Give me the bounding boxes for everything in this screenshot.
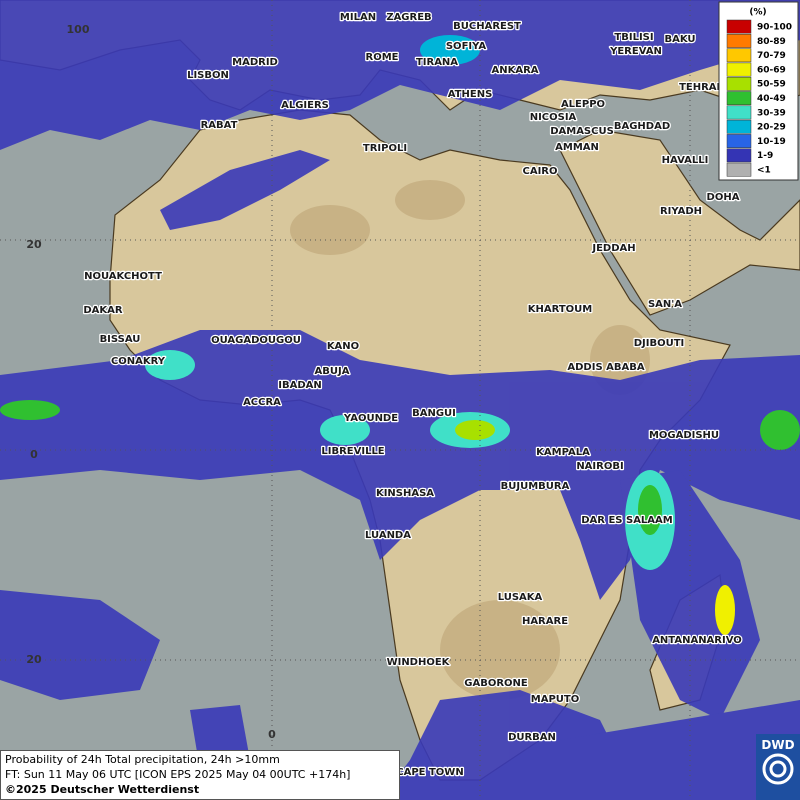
city-label: YEREVAN	[609, 46, 662, 57]
city-label: TEHRAN	[679, 82, 725, 93]
city-label: LIBREVILLE	[321, 446, 384, 457]
city-label: SOFIYA	[446, 41, 487, 52]
legend-swatch	[726, 148, 752, 163]
city-label: HARARE	[522, 616, 568, 627]
legend-label: 70-79	[757, 51, 786, 61]
city-label: DJIBOUTI	[634, 338, 685, 349]
logo-text: DWD	[761, 738, 795, 752]
city-label: ACCRA	[243, 397, 281, 408]
caption: Probability of 24h Total precipitation, …	[0, 750, 400, 800]
city-label: TBILISI	[614, 32, 653, 43]
grid-label: 0	[268, 728, 276, 741]
legend-swatch	[726, 162, 752, 177]
city-label: GABORONE	[464, 678, 528, 689]
city-label: KHARTOUM	[528, 304, 593, 315]
city-label: ALGIERS	[281, 100, 329, 111]
legend-swatch	[726, 134, 752, 148]
caption-line: Probability of 24h Total precipitation, …	[5, 753, 280, 766]
legend-label: 40-49	[757, 94, 786, 104]
city-label: BUJUMBURA	[501, 481, 570, 492]
city-label: JEDDAH	[591, 243, 635, 254]
grid-label: 20	[26, 238, 42, 251]
city-label: IBADAN	[278, 380, 322, 391]
grid-label: 0	[30, 448, 38, 461]
city-label: OUAGADOUGOU	[211, 335, 301, 346]
legend-label: 30-39	[757, 108, 786, 118]
city-label: ALEPPO	[561, 99, 605, 110]
city-label: ANKARA	[491, 65, 538, 76]
city-label: CONAKRY	[111, 356, 166, 367]
city-label: DAKAR	[83, 305, 123, 316]
city-label: AMMAN	[555, 142, 599, 153]
city-label: MILAN	[340, 12, 376, 23]
legend-swatch	[726, 76, 752, 91]
city-label: DOHA	[707, 192, 740, 203]
caption-line: FT: Sun 11 May 06 UTC [ICON EPS 2025 May…	[5, 768, 351, 781]
copyright: ©2025 Deutscher Wetterdienst	[5, 783, 200, 796]
grid-label: 20	[26, 653, 42, 666]
legend-title: (%)	[749, 8, 766, 18]
city-label: LISBON	[187, 70, 229, 81]
city-label: ANTANANARIVO	[652, 635, 742, 646]
city-label: BUCHAREST	[453, 21, 521, 32]
logo: DWD	[756, 734, 800, 800]
legend-swatch	[726, 19, 752, 34]
city-label: RIYADH	[660, 206, 702, 217]
city-label: CAIRO	[523, 166, 558, 177]
city-label: ROME	[366, 52, 399, 63]
grid-label: 100	[67, 23, 90, 36]
legend-label: 20-29	[757, 123, 786, 133]
city-label: WINDHOEK	[387, 657, 451, 668]
city-label: NICOSIA	[530, 112, 577, 123]
city-label: DAMASCUS	[550, 126, 614, 137]
city-label: TRIPOLI	[363, 143, 407, 154]
city-label: DAR ES SALAAM	[581, 515, 673, 526]
city-label: LUSAKA	[498, 592, 543, 603]
legend-swatch	[726, 62, 752, 77]
city-label: YAOUNDE	[343, 413, 398, 424]
city-label: TIRANA	[416, 57, 458, 68]
city-label: BISSAU	[100, 334, 141, 345]
city-label: MOGADISHU	[649, 430, 719, 441]
city-label: ZAGREB	[386, 12, 431, 23]
city-label: ATHENS	[448, 89, 493, 100]
legend-label: 90-100	[757, 23, 792, 33]
legend-label: 50-59	[757, 80, 786, 90]
city-label: SAN'A	[648, 299, 682, 310]
city-label: BAKU	[664, 34, 695, 45]
legend-swatch	[726, 34, 752, 48]
legend-label: 10-19	[757, 137, 786, 147]
city-label: KINSHASA	[376, 488, 434, 499]
city-label: KANO	[327, 341, 359, 352]
city-label: MADRID	[232, 57, 278, 68]
city-label: MAPUTO	[531, 694, 579, 705]
city-label: CAPE TOWN	[396, 767, 463, 778]
logo-swirl	[762, 753, 794, 785]
city-label: ADDIS ABABA	[567, 362, 644, 373]
city-label: BAGHDAD	[614, 121, 670, 132]
legend-label: <1	[757, 166, 771, 176]
legend: (%) 90-100 80-89 70-79 60-69 50-59 40-49 30-39 2…	[718, 1, 799, 181]
city-label: RABAT	[201, 120, 238, 131]
legend-swatch	[726, 105, 752, 120]
city-label: KAMPALA	[536, 447, 590, 458]
legend-swatch	[726, 48, 752, 63]
city-label: LUANDA	[365, 530, 411, 541]
city-label: DURBAN	[508, 732, 556, 743]
legend-swatch	[726, 91, 752, 106]
terrain	[290, 180, 650, 700]
city-label: HAVALLI	[662, 155, 709, 166]
legend-label: 1-9	[757, 151, 773, 161]
legend-label: 60-69	[757, 65, 786, 75]
city-label: NOUAKCHOTT	[84, 271, 162, 282]
legend-label: 80-89	[757, 37, 786, 47]
precipitation-high	[0, 35, 800, 635]
city-label: ABUJA	[315, 366, 350, 377]
city-label: BANGUI	[412, 408, 456, 419]
city-label: NAIROBI	[576, 461, 623, 472]
legend-swatch	[726, 119, 752, 134]
